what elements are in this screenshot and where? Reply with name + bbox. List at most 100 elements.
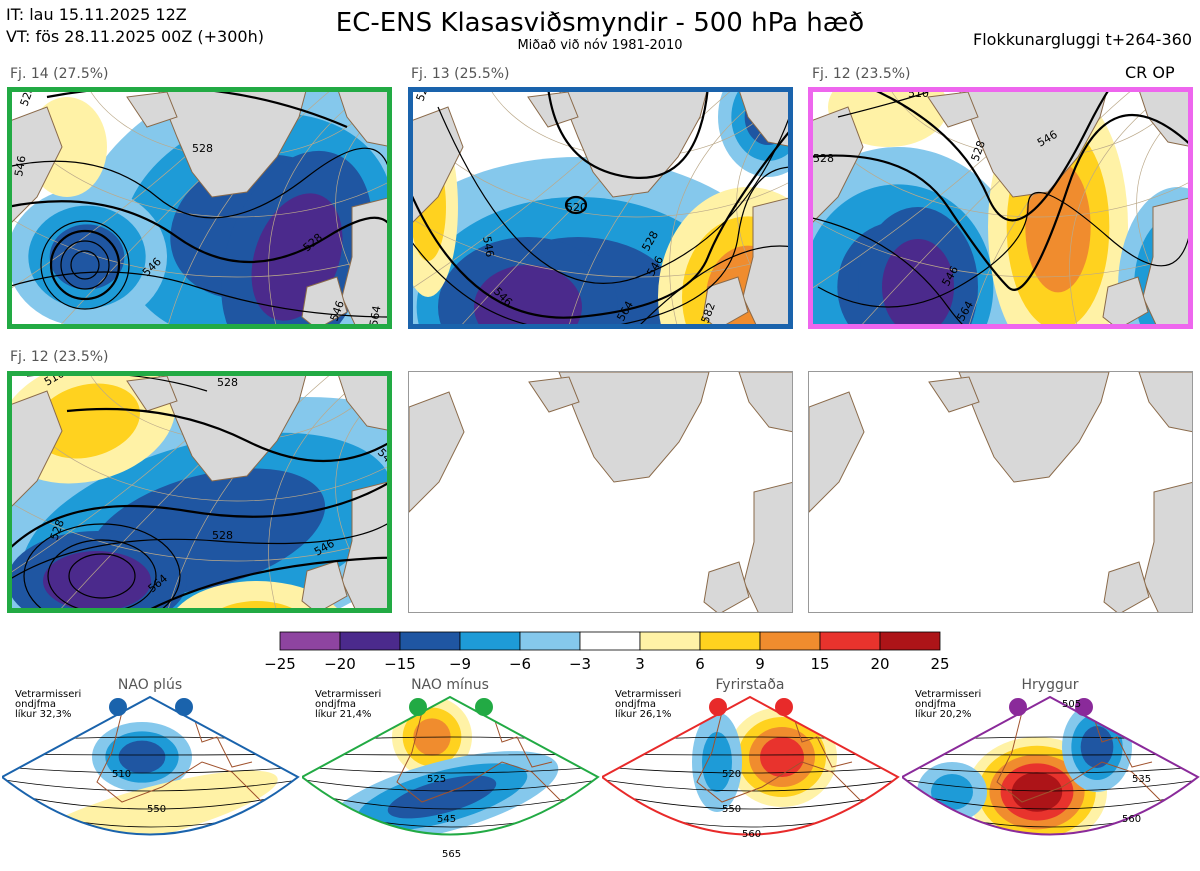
height-contour [7, 271, 392, 318]
height-contour [60, 240, 110, 290]
colorbar-tick-label: 15 [810, 655, 830, 673]
height-contour [23, 523, 181, 613]
cluster-map-panel-1[interactable]: 528 546 528 546 528 546 564 [7, 87, 392, 329]
graticule-circle [7, 396, 392, 502]
graticule-circle [7, 215, 392, 278]
contour-label: 520 [566, 201, 587, 214]
panel-label-1: Fj. 14 (27.5%) [10, 66, 109, 82]
land-area [409, 391, 465, 513]
land-area [336, 87, 392, 148]
height-contour [49, 229, 121, 301]
colorbar-tick-label: 9 [755, 655, 765, 673]
height-contour [2, 765, 298, 774]
colorbar-swatch [519, 631, 581, 651]
height-contour [70, 250, 100, 280]
header-info: IT: lau 15.11.2025 12Z VT: fös 28.11.202… [6, 4, 264, 48]
colorbar-swatch [699, 631, 761, 651]
anomaly-area [43, 551, 151, 611]
anomaly-area [760, 737, 804, 777]
land-area [7, 106, 63, 228]
height-contour [817, 191, 1193, 308]
colorbar-tick-label: −6 [508, 655, 532, 673]
height-contour [546, 87, 710, 179]
height-contour [902, 838, 1200, 867]
graticule-line [967, 87, 1137, 329]
regime-info-line: ondjfma [615, 699, 656, 710]
cluster-map-panel-4[interactable]: 510 528 528 546 528 546 564 [7, 371, 392, 613]
height-contour [808, 113, 1193, 291]
height-contour [146, 556, 392, 612]
regime-title: Hryggur [1021, 677, 1079, 693]
regime-contour-label: 565 [442, 849, 461, 860]
regime-marker [475, 698, 493, 716]
colorbar-swatch [579, 631, 641, 651]
graticule-circle [808, 215, 1193, 278]
regime-map-ridge: 505 535 560 [902, 695, 1200, 867]
empty-map-panel-2 [808, 371, 1193, 613]
colorbar-tick-label: 20 [870, 655, 890, 673]
regime-title: Fyrirstaða [715, 677, 785, 693]
regime-info: Vetrarmisseri ondjfma líkur 20,2% [915, 690, 981, 720]
control-run-label: CR OP [1125, 63, 1175, 82]
land-area [927, 91, 979, 128]
height-contour [408, 126, 793, 319]
cluster-map-panel-2[interactable]: 528 546 520 546 528 546 564 582 [408, 87, 793, 329]
land-area [743, 481, 792, 612]
colorbar [279, 631, 941, 651]
colorbar-tick-label: −15 [384, 655, 416, 673]
height-contour [7, 147, 392, 219]
height-contour [437, 106, 793, 284]
colorbar-swatch [279, 631, 341, 651]
regime-info-line: ondjfma [915, 699, 956, 710]
anomaly-area [118, 740, 166, 774]
colorbar-tick-label: −9 [448, 655, 472, 673]
land-area [742, 196, 793, 329]
regime-info-line: ondjfma [315, 699, 356, 710]
height-contour [68, 553, 136, 599]
land-area [341, 196, 392, 329]
land-area [808, 106, 864, 228]
coastline [696, 711, 883, 833]
regime-info-line: líkur 21,4% [315, 709, 372, 720]
regime-info-line: ondjfma [15, 699, 56, 710]
page-title: EC-ENS Klasasviðsmyndir - 500 hPa hæð [335, 8, 865, 38]
land-area [557, 87, 709, 198]
graticule-line [166, 371, 336, 613]
anomaly-area [931, 774, 973, 810]
regime-sector-border [2, 695, 300, 836]
graticule-circle [7, 499, 392, 562]
land-area [341, 480, 392, 613]
regime-contour-label: 535 [1132, 774, 1151, 785]
graticule-line [567, 87, 737, 329]
land-area [1137, 87, 1193, 148]
height-contour [837, 91, 929, 118]
colorbar-swatch [639, 631, 701, 651]
colorbar-swatch [459, 631, 521, 651]
regime-contour-label: 550 [147, 804, 166, 815]
coastline [1091, 711, 1153, 768]
colorbar-tick-label: −3 [568, 655, 592, 673]
graticule-circle [7, 112, 392, 218]
regime-title: NAO mínus [411, 677, 489, 693]
cluster-map-panel-3[interactable]: 510 528 528 546 546 564 [808, 87, 1193, 329]
land-area [301, 560, 348, 613]
height-contour [408, 166, 793, 329]
land-area [1142, 196, 1193, 329]
land-area [737, 87, 793, 148]
land-area [703, 561, 750, 612]
regime-info-line: líkur 26,1% [615, 709, 672, 720]
panel-label-4: Fj. 12 (23.5%) [10, 349, 109, 365]
regime-sector-border [302, 695, 600, 836]
regime-marker [175, 698, 193, 716]
land-area [1143, 481, 1192, 612]
regime-info: Vetrarmisseri ondjfma líkur 21,4% [315, 690, 381, 720]
colorbar-tick-label: 3 [635, 655, 645, 673]
regime-contour-label: 520 [722, 769, 741, 780]
valid-time: VT: fös 28.11.2025 00Z (+300h) [6, 27, 264, 46]
graticule-line [166, 87, 336, 329]
anomaly-area [702, 732, 732, 792]
contour-label: 528 [212, 529, 233, 542]
coastline [791, 711, 853, 768]
regime-map-nao_plus: 510 550 [2, 695, 300, 836]
land-area [1138, 372, 1192, 433]
